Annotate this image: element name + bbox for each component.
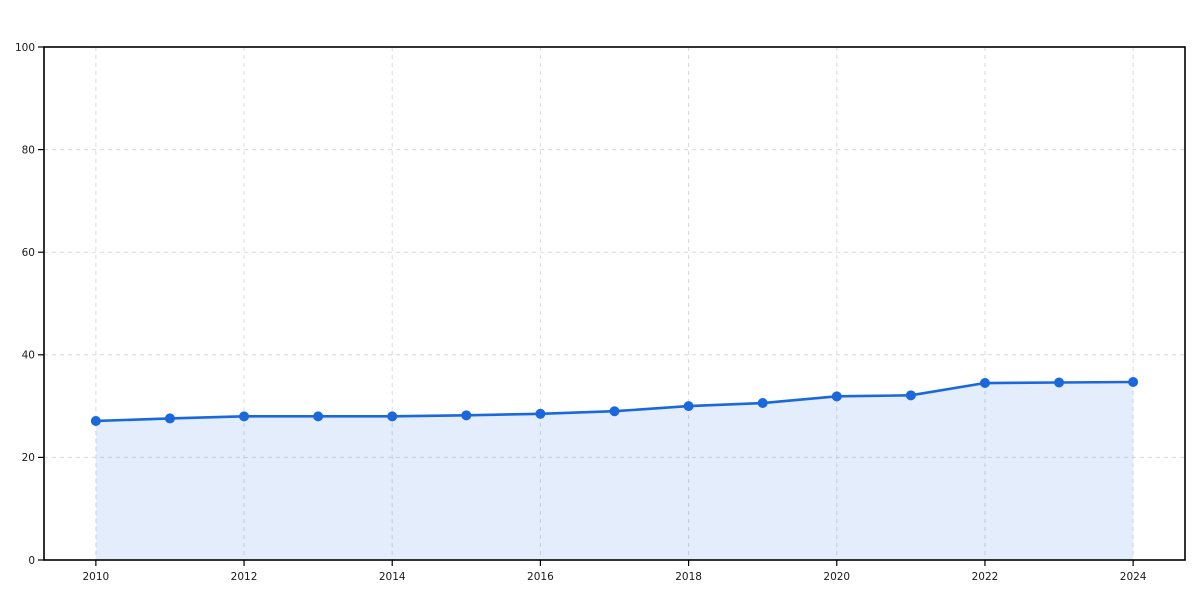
x-tick-label: 2012 [231, 571, 258, 583]
data-point-2010 [90, 415, 101, 426]
data-point-2023 [1054, 377, 1065, 388]
x-tick-label: 2020 [823, 571, 850, 583]
y-tick-label: 100 [15, 42, 35, 54]
y-tick-label: 0 [28, 555, 35, 567]
data-point-2020 [831, 391, 842, 402]
data-point-2011 [164, 413, 175, 424]
y-tick-label: 80 [22, 144, 35, 156]
x-tick-label: 2016 [527, 571, 554, 583]
data-point-2022 [979, 378, 990, 389]
x-tick-label: 2010 [82, 571, 109, 583]
data-point-2024 [1128, 376, 1139, 387]
axes-border [43, 46, 1186, 561]
data-point-2019 [757, 398, 768, 409]
y-tick-label: 60 [22, 247, 35, 259]
data-point-2021 [905, 390, 916, 401]
x-tick-label: 2022 [972, 571, 999, 583]
y-tick-label: 40 [22, 350, 35, 362]
data-point-2015 [461, 410, 472, 421]
area-fill [95, 381, 1134, 560]
data-point-2013 [313, 411, 324, 422]
data-point-2018 [683, 401, 694, 412]
x-tick-label: 2018 [675, 571, 702, 583]
x-tick-label: 2014 [379, 571, 406, 583]
data-point-2016 [535, 408, 546, 419]
x-tick-label: 2024 [1120, 571, 1147, 583]
data-point-2017 [609, 406, 620, 417]
data-point-2014 [387, 411, 398, 422]
y-tick-label: 20 [22, 452, 35, 464]
data-point-2012 [239, 411, 250, 422]
